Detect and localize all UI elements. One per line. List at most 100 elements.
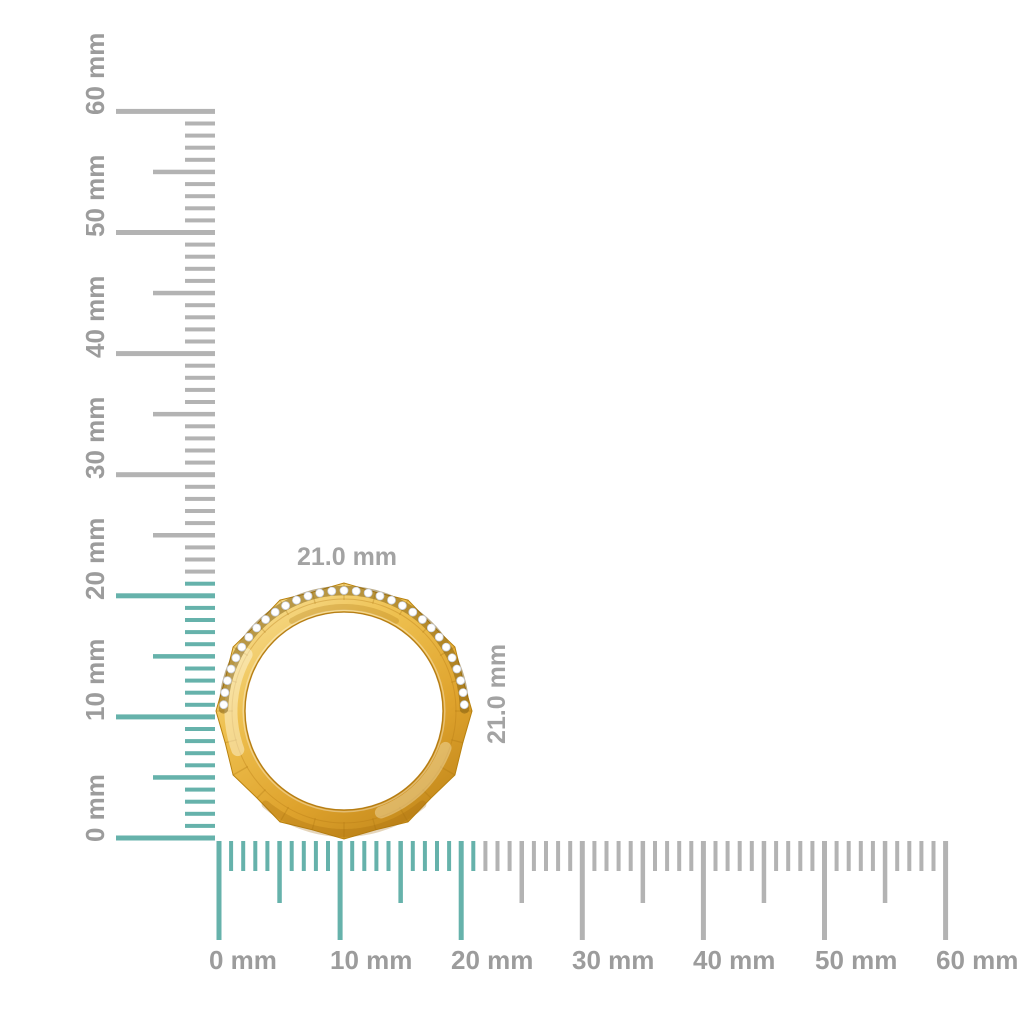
h-tick-43mm bbox=[737, 841, 742, 871]
diamond-sparkle bbox=[281, 604, 285, 608]
diamond-sparkle bbox=[224, 681, 227, 684]
v-tick-21mm bbox=[185, 581, 215, 586]
ring-facet-line bbox=[225, 739, 237, 744]
v-tick-50mm bbox=[116, 230, 215, 235]
diamond-sparkle bbox=[399, 602, 402, 605]
diamond-stone bbox=[363, 588, 373, 598]
v-ruler-label-60mm: 60 mm bbox=[80, 32, 110, 115]
h-tick-2mm bbox=[241, 841, 246, 871]
ring-shadow-top-inner bbox=[289, 604, 399, 624]
v-ruler-label-10mm: 10 mm bbox=[80, 638, 110, 721]
diamond-stone bbox=[375, 591, 385, 601]
h-tick-8mm bbox=[313, 841, 318, 871]
ring-shadow-bottom bbox=[261, 800, 427, 838]
h-tick-41mm bbox=[713, 841, 718, 871]
h-tick-50mm bbox=[822, 841, 827, 940]
diamond-sparkle bbox=[462, 688, 465, 692]
h-tick-13mm bbox=[374, 841, 379, 871]
v-tick-39mm bbox=[185, 363, 215, 368]
diamond-sparkle bbox=[232, 658, 236, 661]
v-tick-19mm bbox=[185, 605, 215, 610]
v-tick-11mm bbox=[185, 702, 215, 707]
v-tick-10mm bbox=[116, 714, 215, 720]
diamond-stone bbox=[327, 586, 337, 596]
v-tick-7mm bbox=[185, 751, 215, 756]
diamond-sparkle bbox=[222, 693, 225, 697]
v-tick-29mm bbox=[185, 484, 215, 489]
h-tick-20mm bbox=[458, 841, 464, 940]
h-tick-18mm bbox=[435, 841, 439, 871]
v-tick-37mm bbox=[185, 387, 215, 392]
v-tick-6mm bbox=[185, 763, 215, 768]
diamond-stone bbox=[417, 615, 427, 624]
h-tick-10mm bbox=[337, 841, 343, 940]
diamond-stone bbox=[447, 653, 457, 663]
v-tick-35mm bbox=[153, 411, 215, 417]
h-ruler-label-20mm: 20 mm bbox=[451, 945, 534, 975]
v-tick-20mm bbox=[116, 593, 215, 599]
h-tick-44mm bbox=[749, 841, 754, 871]
diamond-stone bbox=[408, 607, 418, 617]
v-tick-3mm bbox=[185, 799, 215, 804]
h-ruler-label-40mm: 40 mm bbox=[693, 945, 776, 975]
diamond-stone bbox=[281, 601, 291, 610]
v-tick-27mm bbox=[185, 509, 215, 513]
h-tick-17mm bbox=[422, 841, 427, 871]
h-tick-1mm bbox=[229, 841, 234, 871]
h-tick-31mm bbox=[592, 841, 597, 871]
h-tick-4mm bbox=[265, 841, 270, 871]
v-tick-12mm bbox=[185, 690, 215, 695]
h-tick-11mm bbox=[350, 841, 355, 871]
h-tick-42mm bbox=[725, 841, 730, 871]
h-tick-16mm bbox=[410, 841, 415, 871]
v-tick-14mm bbox=[185, 666, 215, 671]
diamond-sparkle bbox=[328, 589, 331, 592]
h-tick-57mm bbox=[907, 841, 912, 871]
v-tick-15mm bbox=[153, 654, 215, 659]
h-tick-28mm bbox=[556, 841, 561, 871]
v-ruler-label-0mm: 0 mm bbox=[80, 774, 110, 842]
v-tick-2mm bbox=[185, 811, 215, 816]
h-tick-48mm bbox=[798, 841, 803, 871]
v-tick-22mm bbox=[185, 569, 215, 574]
diamond-stone bbox=[252, 623, 262, 633]
h-tick-58mm bbox=[919, 841, 924, 871]
diamond-stone bbox=[459, 700, 469, 710]
diamond-sparkle bbox=[238, 647, 241, 650]
v-tick-17mm bbox=[185, 630, 215, 635]
ring-facet-line bbox=[439, 765, 456, 776]
diamond-sparkle bbox=[437, 633, 440, 636]
h-tick-37mm bbox=[665, 841, 670, 871]
v-tick-0mm bbox=[116, 835, 215, 841]
diamond-stone bbox=[387, 595, 396, 605]
h-ruler-label-10mm: 10 mm bbox=[330, 945, 413, 975]
h-tick-29mm bbox=[568, 841, 573, 871]
v-tick-30mm bbox=[116, 472, 215, 478]
diamond-stone bbox=[441, 642, 451, 652]
h-tick-3mm bbox=[253, 841, 258, 871]
diamond-sparkle bbox=[419, 615, 423, 619]
diamond-stone bbox=[351, 586, 361, 596]
v-ruler-label-50mm: 50 mm bbox=[80, 154, 110, 237]
v-tick-52mm bbox=[185, 206, 215, 211]
h-ruler-label-50mm: 50 mm bbox=[815, 945, 898, 975]
h-tick-7mm bbox=[301, 841, 306, 871]
v-tick-44mm bbox=[185, 303, 215, 308]
v-tick-58mm bbox=[185, 133, 215, 138]
ring-band bbox=[215, 582, 473, 840]
ring-facet-line bbox=[451, 739, 463, 744]
h-tick-46mm bbox=[774, 841, 779, 871]
ring-sheen-left bbox=[224, 648, 253, 757]
h-tick-25mm bbox=[519, 841, 524, 903]
diamond-stone bbox=[292, 595, 301, 605]
v-tick-49mm bbox=[185, 242, 215, 247]
ring-inner-rim bbox=[244, 611, 444, 811]
h-tick-38mm bbox=[677, 841, 682, 871]
v-tick-47mm bbox=[185, 266, 215, 271]
v-tick-24mm bbox=[185, 545, 215, 550]
ring-inner-highlight bbox=[242, 609, 446, 813]
diamond-sparkle bbox=[228, 669, 231, 673]
v-tick-56mm bbox=[185, 157, 215, 162]
v-ruler-label-30mm: 30 mm bbox=[80, 396, 110, 479]
